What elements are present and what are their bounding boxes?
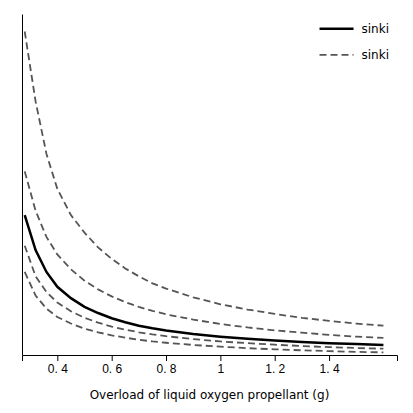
x-tick: 1. 2: [265, 355, 285, 376]
x-tick-label: 0. 8: [157, 362, 177, 376]
x-tick-label: 1: [218, 362, 225, 376]
legend-entry: sinki: [320, 48, 389, 62]
y-axis: [22, 15, 23, 356]
legend-label: sinki: [362, 48, 389, 62]
x-tick-label: 0. 6: [102, 362, 122, 376]
x-axis: 0. 4 0. 6 0. 8 1 1. 2 1. 4: [23, 355, 398, 376]
x-tick: 1: [218, 355, 225, 376]
x-tick-mark: [112, 355, 113, 361]
legend-swatch: [320, 28, 354, 31]
series-line: [25, 246, 384, 349]
x-axis-line: [23, 356, 398, 362]
x-tick: 1. 4: [320, 355, 340, 376]
x-tick-mark: [329, 355, 330, 361]
x-tick-mark: [220, 355, 221, 361]
x-axis-title: Overload of liquid oxygen propellant (g): [90, 388, 330, 402]
x-tick: 0. 8: [157, 355, 177, 376]
series-line: [25, 171, 384, 338]
x-tick-mark: [166, 355, 167, 361]
x-tick: 0. 6: [102, 355, 122, 376]
y-axis-line: [22, 15, 23, 356]
series-line: [25, 31, 384, 325]
x-tick-label: 0. 4: [48, 362, 68, 376]
legend: sinki sinki: [320, 22, 389, 62]
x-tick-mark: [275, 355, 276, 361]
x-tick: 0. 4: [48, 355, 68, 376]
x-tick-label: 1. 4: [320, 362, 340, 376]
series-line: [25, 215, 384, 345]
chart: 0. 4 0. 6 0. 8 1 1. 2 1. 4 Overload of liquid …: [0, 0, 413, 413]
series-line: [25, 272, 384, 352]
x-tick-mark: [57, 355, 58, 361]
legend-swatch: [320, 54, 354, 56]
legend-entry: sinki: [320, 22, 389, 36]
legend-label: sinki: [362, 22, 389, 36]
plot: 0. 4 0. 6 0. 8 1 1. 2 1. 4: [23, 15, 398, 376]
x-tick-label: 1. 2: [265, 362, 285, 376]
lines: [25, 31, 384, 352]
